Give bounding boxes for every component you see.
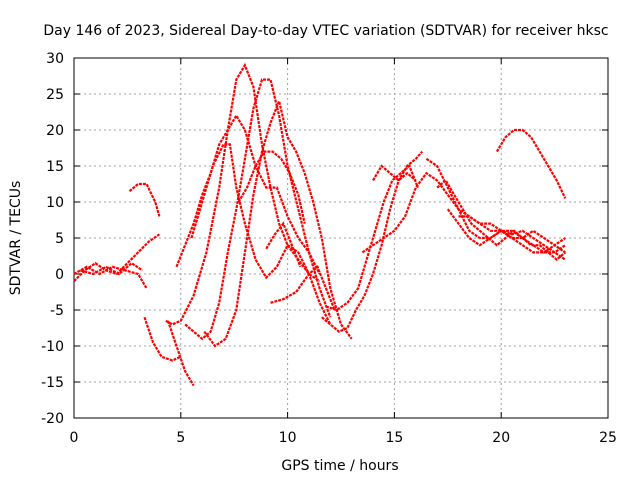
series-track-e (143, 316, 182, 362)
series-track-f (166, 320, 195, 387)
y-tick-label: -15 (41, 375, 64, 391)
series-track-k (203, 97, 353, 348)
x-tick-label: 20 (492, 430, 510, 446)
y-tick-label: -20 (41, 411, 64, 427)
x-tick-label: 15 (385, 430, 403, 446)
series-track-a (73, 233, 161, 282)
y-tick-label: 15 (46, 159, 64, 175)
x-tick-label: 10 (279, 430, 297, 446)
series-track-n (270, 264, 336, 311)
series-track-p (325, 164, 419, 312)
grid (74, 58, 608, 418)
y-tick-label: -10 (41, 339, 64, 355)
y-tick-label: 0 (55, 267, 64, 283)
series-track-i (184, 78, 332, 341)
series-track-t (436, 178, 567, 262)
y-axis-label: SDTVAR / TECUs (8, 181, 24, 296)
series-track-d (128, 182, 161, 217)
series-track-j (190, 143, 332, 325)
series-track-g (165, 62, 321, 326)
series-track-h (175, 113, 321, 275)
y-axis: -20 -15 -10 -5 0 5 10 15 20 25 30 (41, 51, 608, 427)
y-tick-label: 5 (55, 231, 64, 247)
series-track-w (495, 128, 567, 199)
x-tick-label: 5 (176, 430, 185, 446)
series-track-s (425, 157, 566, 261)
y-tick-label: -5 (50, 303, 64, 319)
series-group (73, 62, 567, 387)
chart-title: Day 146 of 2023, Sidereal Day-to-day VTE… (43, 23, 608, 39)
series-track-r (372, 164, 417, 182)
y-tick-label: 10 (46, 195, 64, 211)
series-track-o (321, 150, 424, 333)
y-tick-label: 30 (46, 51, 64, 67)
x-axis: 0 5 10 15 20 25 (70, 58, 617, 446)
y-tick-label: 25 (46, 87, 64, 103)
series-track-b (73, 265, 148, 289)
series-track-c (80, 261, 144, 276)
x-tick-label: 0 (70, 430, 79, 446)
series-track-l (237, 150, 306, 224)
series-track-v (458, 215, 566, 254)
x-tick-label: 25 (599, 430, 617, 446)
series-track-m (265, 221, 302, 268)
x-axis-label: GPS time / hours (281, 458, 398, 474)
y-tick-label: 20 (46, 123, 64, 139)
